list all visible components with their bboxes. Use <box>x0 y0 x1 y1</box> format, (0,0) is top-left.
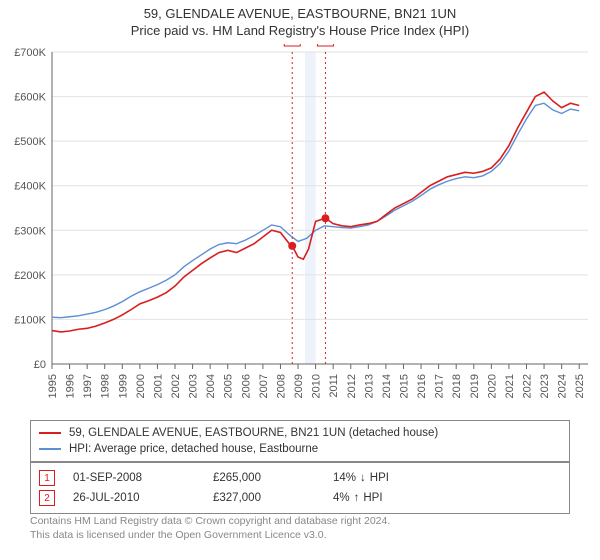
svg-text:2007: 2007 <box>258 374 270 398</box>
svg-text:2017: 2017 <box>434 374 446 398</box>
legend-swatch-price-paid <box>39 432 61 434</box>
svg-text:2014: 2014 <box>381 374 393 398</box>
svg-text:£200K: £200K <box>14 270 46 282</box>
legend-label-hpi: HPI: Average price, detached house, East… <box>69 443 318 455</box>
sale-hpi-2: 4% ↑ HPI <box>333 492 383 504</box>
svg-text:2020: 2020 <box>486 374 498 398</box>
svg-text:£500K: £500K <box>14 136 46 148</box>
svg-text:1996: 1996 <box>65 374 77 398</box>
svg-text:2010: 2010 <box>311 374 323 398</box>
price-chart: £0 £100K £200K £300K £400K £500K £600K £700K 199… <box>0 44 600 414</box>
sale-tag-2: 2 <box>39 490 55 506</box>
chart-header: 59, GLENDALE AVENUE, EASTBOURNE, BN21 1U… <box>0 0 600 40</box>
svg-text:£300K: £300K <box>14 225 46 237</box>
svg-text:2012: 2012 <box>346 374 358 398</box>
sales-table: 1 01-SEP-2008 £265,000 14% ↓ HPI 2 26-JU… <box>30 462 570 514</box>
svg-text:2023: 2023 <box>539 374 551 398</box>
subtitle: Price paid vs. HM Land Registry's House … <box>0 23 600 40</box>
svg-text:£0: £0 <box>34 359 46 371</box>
sale-row-2: 2 26-JUL-2010 £327,000 4% ↑ HPI <box>39 488 561 508</box>
legend-label-price-paid: 59, GLENDALE AVENUE, EASTBOURNE, BN21 1U… <box>69 427 438 439</box>
svg-text:2005: 2005 <box>223 374 235 398</box>
svg-text:1: 1 <box>289 44 295 45</box>
svg-text:1999: 1999 <box>117 374 129 398</box>
svg-text:£700K: £700K <box>14 47 46 59</box>
legend: 59, GLENDALE AVENUE, EASTBOURNE, BN21 1U… <box>30 420 570 462</box>
arrow-down-icon: ↓ <box>360 472 366 484</box>
footer-line-1: Contains HM Land Registry data © Crown c… <box>30 514 570 528</box>
svg-text:1998: 1998 <box>100 374 112 398</box>
svg-text:2015: 2015 <box>398 374 410 398</box>
svg-text:2009: 2009 <box>293 374 305 398</box>
sale-hpi-1: 14% ↓ HPI <box>333 472 389 484</box>
svg-text:1995: 1995 <box>47 374 59 398</box>
legend-row-price-paid: 59, GLENDALE AVENUE, EASTBOURNE, BN21 1U… <box>39 425 561 441</box>
legend-swatch-hpi <box>39 448 61 450</box>
footer-attribution: Contains HM Land Registry data © Crown c… <box>30 514 570 542</box>
svg-text:2002: 2002 <box>170 374 182 398</box>
svg-text:2022: 2022 <box>521 374 533 398</box>
sale-date-1: 01-SEP-2008 <box>73 472 213 484</box>
address-title: 59, GLENDALE AVENUE, EASTBOURNE, BN21 1U… <box>0 6 600 23</box>
svg-text:2: 2 <box>323 44 329 45</box>
svg-text:2008: 2008 <box>275 374 287 398</box>
legend-row-hpi: HPI: Average price, detached house, East… <box>39 441 561 457</box>
svg-text:2025: 2025 <box>574 374 586 398</box>
svg-text:2018: 2018 <box>451 374 463 398</box>
svg-text:2019: 2019 <box>469 374 481 398</box>
svg-text:2013: 2013 <box>363 374 375 398</box>
svg-text:£100K: £100K <box>14 314 46 326</box>
sale-tag-1: 1 <box>39 470 55 486</box>
svg-text:2016: 2016 <box>416 374 428 398</box>
svg-text:2003: 2003 <box>188 374 200 398</box>
svg-text:£400K: £400K <box>14 181 46 193</box>
svg-text:2006: 2006 <box>240 374 252 398</box>
chart-area: £0 £100K £200K £300K £400K £500K £600K £700K 199… <box>0 44 600 414</box>
svg-text:2021: 2021 <box>504 374 516 398</box>
svg-text:2011: 2011 <box>328 374 340 398</box>
sale-date-2: 26-JUL-2010 <box>73 492 213 504</box>
sale-price-1: £265,000 <box>213 472 333 484</box>
svg-text:1997: 1997 <box>82 374 94 398</box>
sale-row-1: 1 01-SEP-2008 £265,000 14% ↓ HPI <box>39 468 561 488</box>
sale-price-2: £327,000 <box>213 492 333 504</box>
svg-text:2004: 2004 <box>205 374 217 398</box>
svg-text:£600K: £600K <box>14 92 46 104</box>
footer-line-2: This data is licensed under the Open Gov… <box>30 528 570 542</box>
svg-text:2024: 2024 <box>557 374 569 398</box>
svg-text:2000: 2000 <box>135 374 147 398</box>
svg-text:2001: 2001 <box>152 374 164 398</box>
arrow-up-icon: ↑ <box>354 492 360 504</box>
